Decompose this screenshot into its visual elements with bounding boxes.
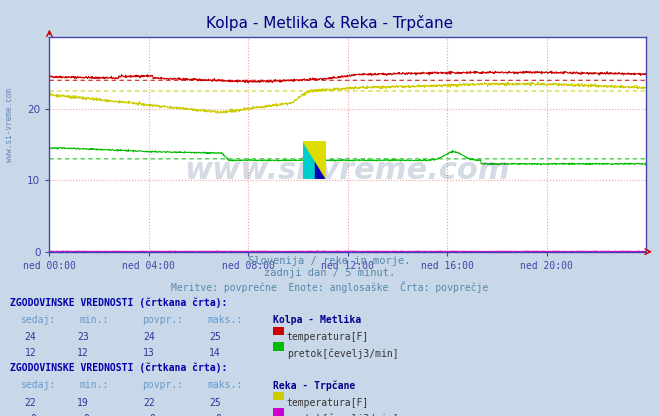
Text: sedaj:: sedaj: (20, 315, 55, 325)
Text: min.:: min.: (79, 315, 109, 325)
Text: maks.:: maks.: (208, 315, 243, 325)
Text: pretok[čevelj3/min]: pretok[čevelj3/min] (287, 348, 398, 359)
Text: pretok[čevelj3/min]: pretok[čevelj3/min] (287, 414, 398, 416)
Text: 23: 23 (77, 332, 89, 342)
Text: 0: 0 (30, 414, 36, 416)
Text: Kolpa - Metlika: Kolpa - Metlika (273, 315, 362, 325)
Text: Slovenija / reke in morje.: Slovenija / reke in morje. (248, 256, 411, 266)
Text: sedaj:: sedaj: (20, 380, 55, 390)
Text: ZGODOVINSKE VREDNOSTI (črtkana črta):: ZGODOVINSKE VREDNOSTI (črtkana črta): (10, 297, 227, 308)
Text: Kolpa - Metlika & Reka - Trpčane: Kolpa - Metlika & Reka - Trpčane (206, 15, 453, 30)
Text: 0: 0 (83, 414, 89, 416)
Text: temperatura[F]: temperatura[F] (287, 398, 369, 408)
Text: povpr.:: povpr.: (142, 315, 183, 325)
Text: 24: 24 (143, 332, 155, 342)
Text: 12: 12 (24, 348, 36, 358)
Polygon shape (303, 141, 326, 179)
Text: www.si-vreme.com: www.si-vreme.com (5, 88, 14, 162)
Text: 14: 14 (209, 348, 221, 358)
Text: zadnji dan / 5 minut.: zadnji dan / 5 minut. (264, 268, 395, 278)
Text: min.:: min.: (79, 380, 109, 390)
Text: 0: 0 (215, 414, 221, 416)
Text: www.si-vreme.com: www.si-vreme.com (185, 156, 511, 185)
Text: 25: 25 (209, 398, 221, 408)
Text: 24: 24 (24, 332, 36, 342)
Text: 0: 0 (149, 414, 155, 416)
Text: 22: 22 (24, 398, 36, 408)
Text: Meritve: povprečne  Enote: anglosaške  Črta: povprečje: Meritve: povprečne Enote: anglosaške Črt… (171, 281, 488, 293)
Text: ZGODOVINSKE VREDNOSTI (črtkana črta):: ZGODOVINSKE VREDNOSTI (črtkana črta): (10, 363, 227, 373)
Text: 25: 25 (209, 332, 221, 342)
Bar (315, 141, 326, 179)
Text: povpr.:: povpr.: (142, 380, 183, 390)
Text: Reka - Trpčane: Reka - Trpčane (273, 380, 356, 391)
Text: maks.:: maks.: (208, 380, 243, 390)
Text: 13: 13 (143, 348, 155, 358)
Bar (303, 141, 315, 179)
Text: 12: 12 (77, 348, 89, 358)
Text: 19: 19 (77, 398, 89, 408)
Text: temperatura[F]: temperatura[F] (287, 332, 369, 342)
Text: 22: 22 (143, 398, 155, 408)
